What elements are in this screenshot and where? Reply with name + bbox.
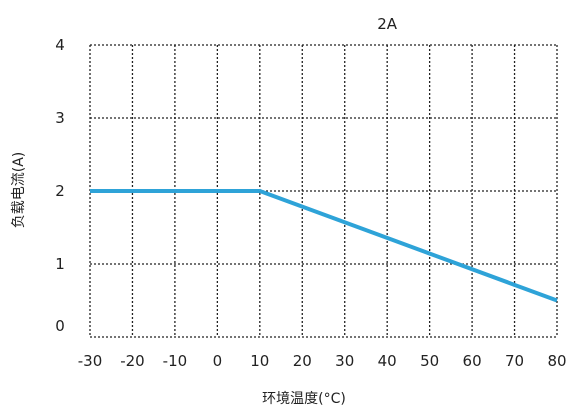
y-tick-label: 0 [55,317,65,335]
x-axis-title: 环境温度(°C) [262,391,346,407]
y-tick-label: 2 [55,182,65,200]
y-axis-title: 负载电流(A) [11,152,27,229]
x-tick-label: -20 [120,352,145,370]
chart-series [90,189,558,303]
x-tick-label: 40 [378,352,397,370]
y-tick-label: 4 [55,36,65,54]
x-tick-label: 0 [213,352,223,370]
x-tick-label: 70 [505,352,524,370]
x-tick-label: 80 [547,352,566,370]
y-tick-label: 3 [55,109,65,127]
x-tick-label: 10 [250,352,269,370]
x-tick-label: 50 [420,352,439,370]
x-axis-ticks: -30 -20 -10 0 10 20 30 40 50 60 70 80 [78,352,567,370]
x-tick-label: 60 [463,352,482,370]
x-tick-label: 30 [335,352,354,370]
y-tick-label: 1 [55,255,65,273]
series-label: 2A [377,15,398,33]
x-tick-label: -10 [163,352,188,370]
series-labels: 2A [377,15,398,33]
x-tick-label: -30 [78,352,103,370]
series-line [90,189,558,303]
x-tick-label: 20 [293,352,312,370]
y-axis-ticks: 0 1 2 3 4 [55,36,65,335]
